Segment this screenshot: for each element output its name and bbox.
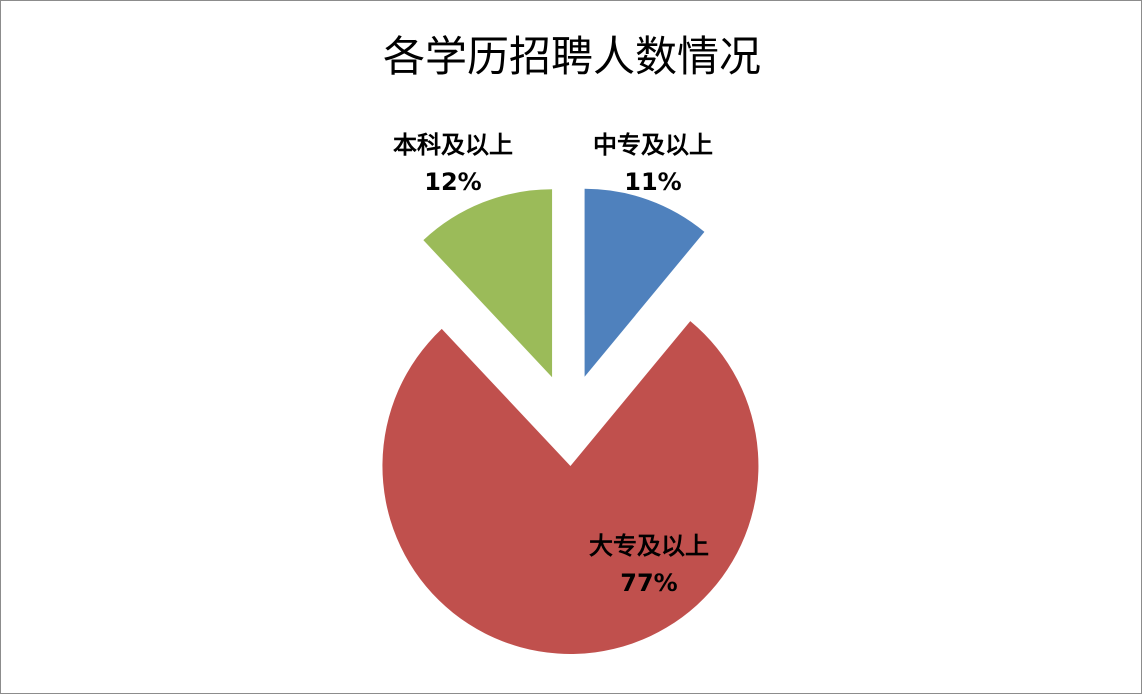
slice-label: 中专及以上	[593, 131, 713, 159]
pie-slice-3	[423, 189, 553, 378]
slice-label: 本科及以上	[393, 131, 513, 159]
chart-title: 各学历招聘人数情况	[383, 32, 761, 81]
pie-slice-1	[584, 188, 705, 377]
slice-value-label: 12%	[424, 168, 481, 196]
slice-value-label: 77%	[620, 569, 677, 597]
pie-slice-2	[382, 321, 759, 654]
slice-label: 大专及以上	[589, 532, 709, 560]
slice-value-label: 11%	[624, 168, 681, 196]
